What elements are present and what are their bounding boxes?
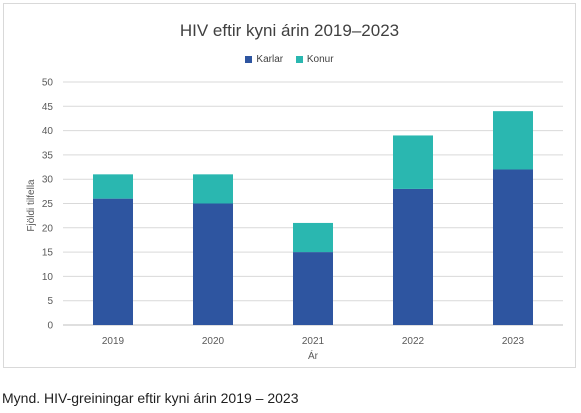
- y-tick-label: 10: [42, 272, 54, 283]
- y-tick-label: 35: [42, 150, 54, 161]
- bar-konur-2023: [493, 111, 533, 170]
- y-tick-label: 30: [42, 175, 54, 186]
- y-tick-label: 20: [42, 223, 54, 234]
- x-tick-label: 2020: [202, 336, 225, 347]
- legend: Karlar Konur: [4, 54, 575, 66]
- chart-title: HIV eftir kyni árin 2019–2023: [179, 21, 400, 40]
- chart-plot: 0 5 10 15 20 25 30 35 40 45 50 2019 2020 2021 2022 2023…: [26, 78, 563, 362]
- bar-konur-2020: [193, 174, 233, 204]
- x-axis-label: Ár: [308, 349, 319, 362]
- y-axis-label: Fjöldi tilfella: [26, 179, 37, 232]
- bar-konur-2022: [393, 135, 433, 189]
- bar-karlar-2019: [93, 198, 133, 325]
- bar-konur-2021: [293, 222, 333, 253]
- x-tick-label: 2019: [102, 336, 125, 347]
- legend-label-karlar: Karlar: [256, 54, 284, 65]
- x-tick-label: 2022: [402, 336, 425, 347]
- y-tick-label: 25: [42, 199, 54, 210]
- bar-karlar-2020: [193, 203, 233, 325]
- legend-item-karlar: Karlar: [245, 54, 283, 65]
- bar-karlar-2021: [293, 252, 333, 325]
- y-tick-label: 50: [42, 78, 54, 89]
- legend-item-konur: Konur: [295, 54, 334, 65]
- legend-swatch-karlar: [245, 56, 253, 63]
- y-tick-label: 15: [42, 248, 54, 259]
- y-tick-label: 45: [42, 102, 54, 113]
- legend-swatch-konur: [295, 56, 303, 63]
- x-tick-label: 2023: [502, 336, 525, 347]
- y-tick-label: 0: [47, 321, 53, 332]
- bar-konur-2019: [93, 174, 133, 199]
- legend-label-konur: Konur: [306, 54, 334, 65]
- bar-karlar-2022: [393, 188, 433, 325]
- x-tick-label: 2021: [302, 336, 325, 347]
- figure-caption: Mynd. HIV-greiningar eftir kyni árin 201…: [2, 390, 299, 406]
- y-tick-label: 40: [42, 126, 54, 137]
- bar-karlar-2023: [493, 169, 533, 325]
- y-tick-label: 5: [47, 296, 53, 307]
